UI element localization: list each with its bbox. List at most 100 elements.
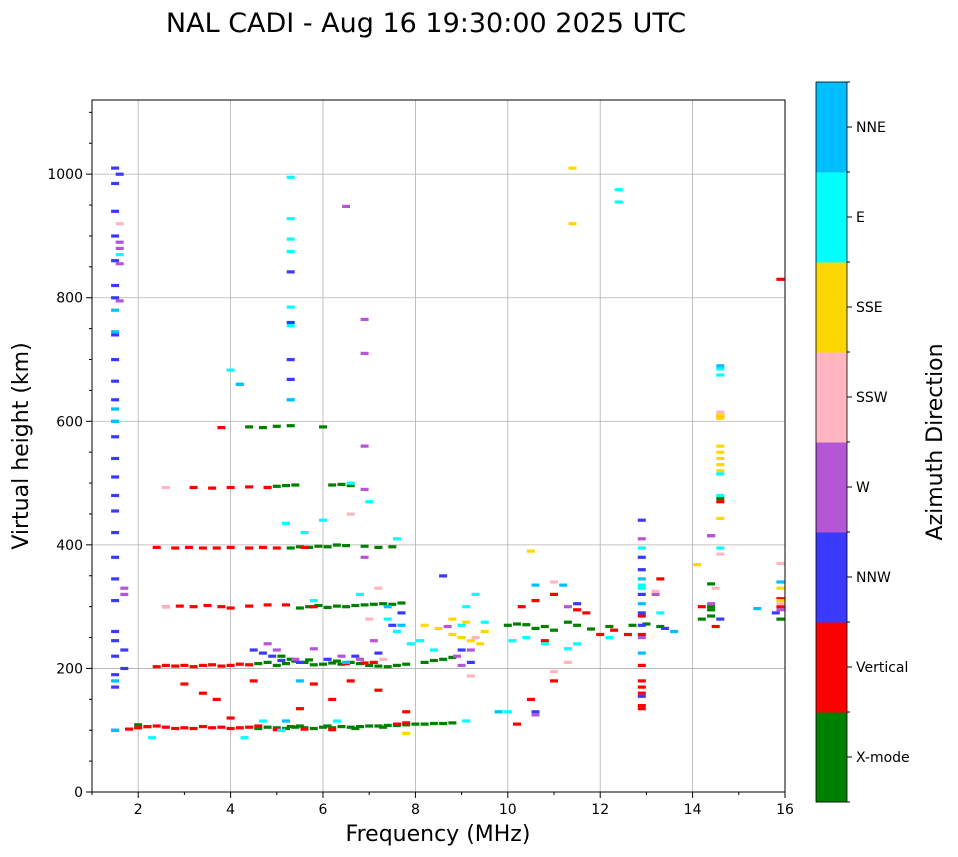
echo-point [272,663,281,667]
echo-point [300,660,309,664]
echo-point [115,246,124,250]
echo-point [134,723,143,727]
echo-point [111,166,120,170]
echo-point [550,670,558,674]
x-axis-label: Frequency (MHz) [346,822,531,847]
y-tick-label: 200 [56,661,83,677]
echo-point [656,577,665,581]
echo-point [360,317,369,321]
echo-point [526,549,535,553]
echo-point [286,398,295,402]
echo-point [637,577,646,581]
echo-point [383,605,392,609]
echo-point [346,679,355,683]
echo-point [439,721,448,726]
echo-point [707,614,716,618]
echo-point [254,662,263,666]
echo-point [637,632,646,637]
echo-point [651,589,660,593]
echo-point [637,691,646,695]
echo-point [605,624,614,629]
colorbar-swatch [816,82,847,173]
echo-point [309,726,318,731]
echo-point [508,639,517,643]
echo-point [342,544,351,548]
echo-point [342,605,351,609]
echo-point [346,484,355,488]
echo-point [716,450,725,454]
echo-point [217,426,226,430]
echo-point [559,583,568,587]
echo-point [235,382,244,386]
echo-point [161,485,170,490]
echo-point [411,722,420,726]
echo-point [397,611,406,615]
echo-point [656,611,665,615]
echo-point [115,222,124,226]
echo-point [623,632,632,637]
echo-point [614,200,623,204]
echo-point [531,599,540,603]
echo-point [309,605,318,609]
echo-point [286,324,295,328]
echo-point [328,483,337,487]
echo-point [300,727,309,731]
echo-point [693,563,702,567]
echo-point [637,586,646,590]
echo-point [448,632,457,637]
echo-point [388,623,397,627]
echo-point [420,660,429,664]
colorbar-swatch [816,442,847,533]
echo-point [212,697,221,701]
echo-point [716,413,725,417]
echo-point [365,617,374,621]
echo-point [115,253,124,257]
echo-point [637,614,646,618]
echo-point [254,724,263,728]
echo-point [111,308,120,312]
echo-point [258,719,267,723]
y-tick-label: 600 [56,414,83,430]
echo-point [379,602,388,606]
echo-point [360,661,369,665]
echo-point [637,537,646,541]
echo-point [522,636,531,640]
echo-point [476,642,485,646]
echo-point [208,486,217,490]
echo-point [392,663,401,667]
echo-point [716,497,725,501]
echo-point [457,623,466,627]
echo-point [637,568,646,572]
echo-point [226,716,235,720]
y-axis-label: Virtual height (km) [9,342,34,549]
echo-point [614,188,623,192]
chart-title: NAL CADI - Aug 16 19:30:00 2025 UTC [166,8,686,39]
echo-point [217,605,226,609]
echo-point [309,663,318,667]
echo-point [716,456,725,461]
echo-point [531,626,540,630]
colorbar-label: X-mode [856,750,910,766]
echo-point [563,605,572,609]
echo-point [245,425,254,429]
echo-point [111,673,120,677]
echo-point [305,658,314,662]
echo-point [111,259,120,263]
echo-point [346,481,355,485]
echo-point [152,665,161,669]
echo-point [429,648,438,652]
echo-point [111,728,120,732]
colorbar-swatch [816,172,847,263]
echo-point [309,647,318,651]
echo-point [707,534,716,538]
echo-point [466,660,475,664]
echo-point [309,682,318,686]
echo-point [189,665,198,669]
echo-point [402,721,411,725]
echo-point [365,724,374,728]
echo-point [360,544,369,548]
echo-point [295,660,304,664]
grid-lines [92,100,785,792]
echo-point [111,407,120,411]
echo-point [286,424,295,428]
